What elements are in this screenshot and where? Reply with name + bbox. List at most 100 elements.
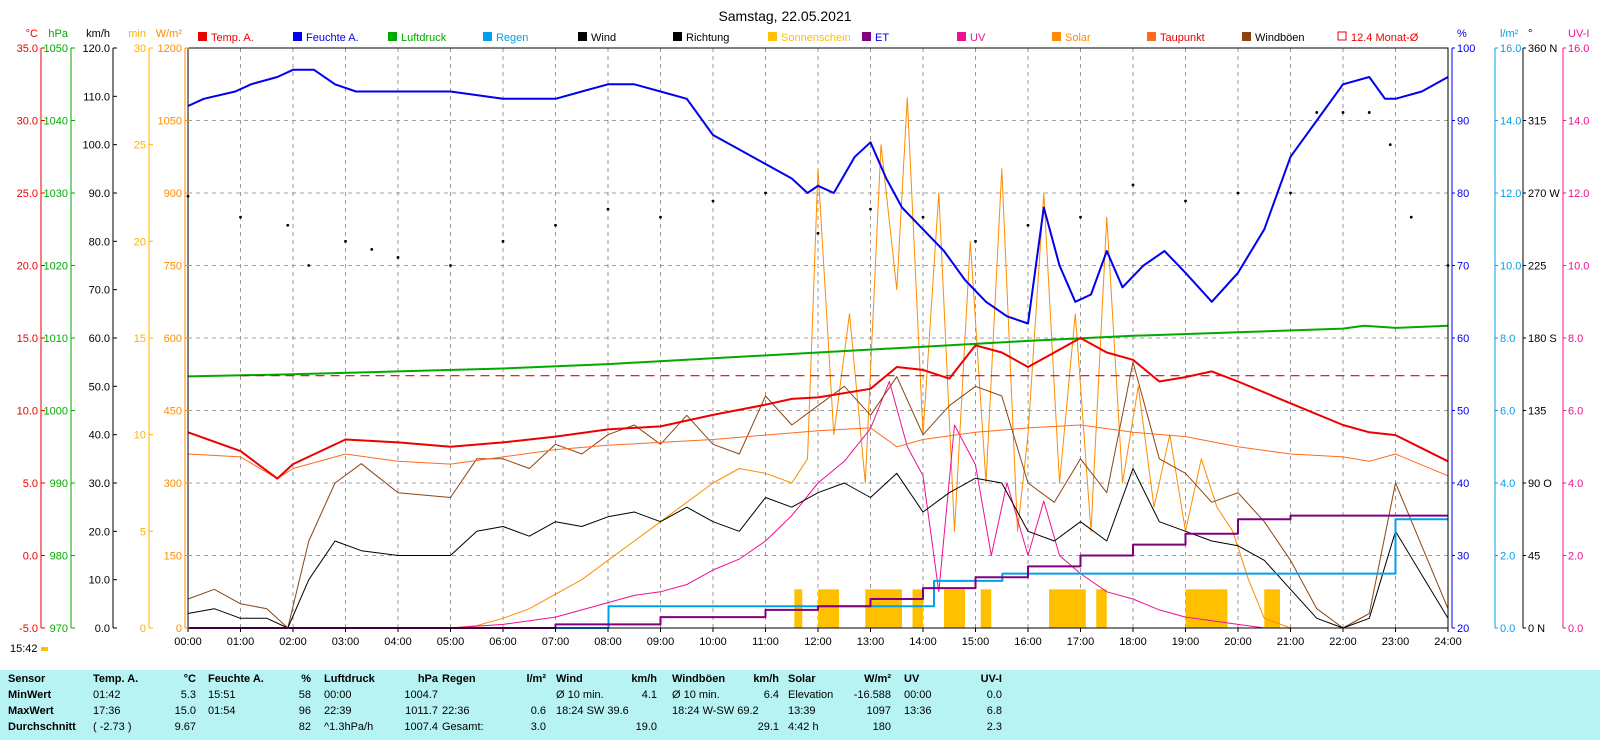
- left-axis-tick: 60.0: [89, 333, 110, 345]
- right-axis-tick: 10.0: [1500, 261, 1521, 273]
- direction-dot: [921, 215, 925, 219]
- direction-dot: [764, 191, 767, 195]
- legend-swatch: [483, 32, 492, 41]
- direction-dot: [307, 264, 311, 267]
- stats-cell: 0.0: [986, 689, 1002, 701]
- stats-cell: 4.1: [641, 689, 657, 701]
- x-axis-tick: 02:00: [279, 636, 307, 648]
- stats-cell: MinWert: [8, 689, 52, 701]
- sunshine-bar: [818, 589, 839, 628]
- series-layer: [187, 68, 1449, 629]
- left-axis-tick: 50.0: [89, 381, 110, 393]
- legend-swatch: [578, 32, 587, 41]
- left-axis-tick: 0.0: [95, 623, 110, 635]
- x-axis-tick: 24:00: [1434, 636, 1462, 648]
- sunshine-bar: [980, 589, 992, 628]
- series-regen: [188, 518, 1448, 629]
- direction-dot: [1289, 191, 1292, 195]
- left-axis-tick: 40.0: [89, 430, 110, 442]
- stats-cell: ( -2.73 ): [93, 721, 132, 733]
- left-axis-tick: 1010: [44, 333, 68, 345]
- series-uv: [188, 381, 1448, 629]
- x-axis-tick: 06:00: [489, 636, 517, 648]
- legend-swatch: [388, 32, 397, 41]
- left-axis-tick: 0.0: [23, 551, 38, 563]
- right-axis-tick: 40: [1457, 478, 1469, 490]
- right-axis-tick: 225: [1528, 261, 1546, 273]
- legend-swatch: [957, 32, 966, 41]
- x-axis-tick: 21:00: [1277, 636, 1305, 648]
- left-axis-tick: 35.0: [17, 43, 38, 55]
- stats-cell: km/h: [753, 673, 779, 685]
- series-et: [188, 514, 1448, 629]
- stats-cell: 9.67: [174, 721, 196, 733]
- stats-cell: Ø 10 min.: [672, 689, 720, 701]
- stats-cell: 19.0: [635, 721, 657, 733]
- x-axis: 00:00 01:00 02:00 03:00 04:00 05:00 06:00 07:00…: [174, 628, 1462, 648]
- left-axis-tick: 750: [164, 261, 182, 273]
- direction-dot: [554, 223, 557, 227]
- sunshine-bar: [1049, 589, 1086, 628]
- stats-cell: 00:00: [324, 689, 352, 701]
- stats-cell: 4:42 h: [788, 721, 819, 733]
- left-axis-unit: min: [128, 28, 146, 40]
- legend-label: 12.4 Monat-Ø: [1351, 32, 1419, 44]
- legend-swatch: [293, 32, 302, 41]
- statistics-panel: Sensor Temp. A. °C Feuchte A.% Luftdruck hPa R…: [0, 670, 1600, 740]
- right-axis-tick: 16.0: [1568, 43, 1589, 55]
- left-axis-tick: 150: [164, 551, 182, 563]
- direction-dot: [1367, 111, 1371, 114]
- right-axis-tick: 50: [1457, 406, 1469, 418]
- right-axis-tick: 2.0: [1568, 551, 1583, 563]
- x-axis-tick: 12:00: [804, 636, 832, 648]
- left-axis-tick: 600: [164, 333, 182, 345]
- left-axis-tick: 10: [134, 430, 146, 442]
- right-axis-tick: 16.0: [1500, 43, 1521, 55]
- stats-cell: 180: [872, 721, 891, 733]
- stats-cell: Temp. A.: [93, 673, 139, 685]
- legend-swatch: [198, 32, 207, 41]
- stats-cell: 13:39: [788, 705, 816, 717]
- legend-label: Luftdruck: [401, 32, 447, 44]
- left-axis-tick: 10.0: [17, 406, 38, 418]
- stats-cell: Ø 10 min.: [556, 689, 604, 701]
- left-axis-tick: 1000: [44, 406, 68, 418]
- sunshine-bar: [794, 589, 803, 628]
- right-axis-tick: 135: [1528, 406, 1546, 418]
- direction-dot: [711, 199, 715, 203]
- right-axis-tick: 70: [1457, 261, 1469, 273]
- stats-cell: 22:36: [442, 705, 470, 717]
- x-axis-tick: 05:00: [437, 636, 465, 648]
- sunshine-bar: [865, 589, 902, 628]
- left-axis-tick: 20.0: [89, 526, 110, 538]
- right-axis-tick: 60: [1457, 333, 1469, 345]
- x-axis-tick: 20:00: [1224, 636, 1252, 648]
- right-axis-tick: 100: [1457, 43, 1475, 55]
- direction-dot: [816, 231, 820, 235]
- left-axis-tick: 1050: [44, 43, 68, 55]
- stats-cell: Regen: [442, 673, 476, 685]
- x-axis-tick: 14:00: [909, 636, 937, 648]
- right-axis-tick: 0.0: [1500, 623, 1515, 635]
- left-axis-tick: 80.0: [89, 236, 110, 248]
- legend-label: Sonnenschein: [781, 32, 851, 44]
- legend-label: Solar: [1065, 32, 1091, 44]
- stats-cell: Elevation: [788, 689, 834, 701]
- legend-swatch: [1337, 31, 1347, 41]
- legend-label: Richtung: [686, 32, 729, 44]
- x-axis-tick: 13:00: [857, 636, 885, 648]
- left-axis-tick: 15: [134, 333, 146, 345]
- legend-label: ET: [875, 32, 889, 44]
- direction-dot: [869, 207, 872, 211]
- left-axis-tick: 70.0: [89, 285, 110, 297]
- right-axis-unit: UV-I: [1568, 28, 1589, 40]
- left-axis-tick: 900: [164, 188, 182, 200]
- series-luftdruck: [187, 324, 1449, 378]
- chart-title: Samstag, 22.05.2021: [718, 8, 851, 24]
- right-axis-tick: 8.0: [1500, 333, 1515, 345]
- stats-cell: UV-I: [980, 673, 1002, 685]
- legend-label: Taupunkt: [1160, 32, 1205, 44]
- stats-cell: 15:51: [208, 689, 236, 701]
- x-axis-tick: 08:00: [594, 636, 622, 648]
- left-axis-tick: 1020: [44, 261, 68, 273]
